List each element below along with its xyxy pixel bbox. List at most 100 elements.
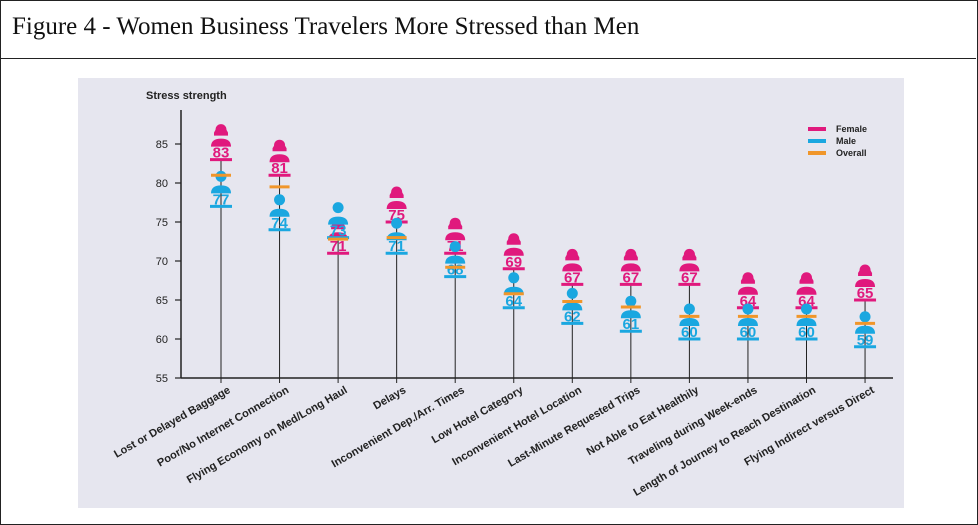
male-head bbox=[683, 303, 695, 315]
male-head bbox=[625, 295, 637, 307]
male-head bbox=[274, 194, 286, 206]
male-head bbox=[391, 217, 403, 229]
female-value-label: 81 bbox=[271, 160, 288, 177]
male-value-label: 60 bbox=[740, 324, 757, 341]
female-value-label: 71 bbox=[330, 238, 347, 255]
female-hair bbox=[799, 273, 814, 284]
female-hair bbox=[858, 266, 873, 276]
legend-swatch bbox=[808, 151, 826, 155]
legend-label: Male bbox=[836, 136, 856, 146]
y-axis: 55 60 65 70 75 80 85 bbox=[156, 110, 182, 385]
male-person-icon bbox=[445, 241, 466, 264]
female-person-icon bbox=[855, 264, 876, 287]
male-value-label: 62 bbox=[564, 308, 581, 325]
female-value-label: 65 bbox=[857, 285, 874, 302]
female-person-icon bbox=[269, 139, 290, 163]
male-person-icon bbox=[737, 303, 758, 326]
female-hair bbox=[506, 234, 521, 245]
female-body bbox=[620, 263, 641, 272]
female-value-label: 67 bbox=[623, 269, 640, 286]
female-body bbox=[269, 154, 290, 163]
y-tick-label: 60 bbox=[156, 334, 168, 346]
female-value-label: 67 bbox=[681, 269, 698, 286]
female-person-icon bbox=[562, 248, 583, 272]
female-hair bbox=[565, 250, 580, 261]
legend-swatch bbox=[808, 127, 826, 131]
male-value-label: 74 bbox=[271, 215, 288, 232]
female-body bbox=[386, 201, 407, 209]
male-body bbox=[737, 318, 758, 326]
female-person-icon bbox=[445, 217, 466, 241]
caption-bar: Figure 4 - Women Business Travelers More… bbox=[0, 0, 976, 59]
female-body bbox=[737, 286, 758, 295]
male-person-icon bbox=[620, 295, 641, 319]
male-person-icon bbox=[562, 287, 583, 311]
female-body bbox=[855, 279, 876, 287]
female-hair bbox=[740, 273, 755, 284]
legend-label: Overall bbox=[836, 148, 867, 158]
male-person-icon bbox=[328, 202, 349, 225]
y-tick-label: 70 bbox=[156, 256, 168, 268]
male-value-label: 77 bbox=[213, 191, 230, 208]
male-person-icon bbox=[796, 303, 817, 326]
male-value-label: 60 bbox=[681, 324, 698, 341]
category-label: Delays bbox=[371, 384, 408, 412]
male-body bbox=[445, 255, 466, 264]
female-value-label: 67 bbox=[564, 269, 581, 286]
legend-swatch bbox=[808, 139, 826, 143]
male-person-icon bbox=[679, 303, 700, 326]
female-person-icon bbox=[620, 248, 641, 272]
female-body bbox=[562, 263, 583, 272]
male-value-label: 59 bbox=[857, 332, 874, 349]
male-body bbox=[211, 185, 231, 194]
legend-label: Female bbox=[836, 124, 867, 134]
y-tick-label: 80 bbox=[156, 178, 168, 190]
female-person-icon bbox=[211, 124, 231, 147]
male-body bbox=[620, 310, 641, 319]
female-person-icon bbox=[737, 272, 758, 295]
y-axis-label: Stress strength bbox=[146, 90, 227, 102]
male-body bbox=[269, 208, 290, 217]
female-body bbox=[796, 286, 817, 295]
female-person-icon bbox=[679, 248, 700, 272]
male-value-label: 71 bbox=[388, 238, 405, 255]
female-hair bbox=[272, 141, 287, 152]
y-tick-label: 75 bbox=[156, 217, 168, 229]
male-body bbox=[855, 325, 876, 334]
plot-panel bbox=[78, 78, 904, 508]
female-hair bbox=[389, 188, 404, 198]
female-body bbox=[211, 138, 231, 147]
female-hair bbox=[682, 250, 697, 261]
y-tick-label: 55 bbox=[156, 373, 168, 385]
male-head bbox=[449, 241, 461, 253]
female-hair bbox=[214, 125, 228, 136]
legend: Female Male Overall bbox=[808, 124, 867, 158]
female-value-label: 83 bbox=[213, 145, 230, 162]
y-tick-label: 65 bbox=[156, 295, 168, 307]
female-person-icon bbox=[796, 272, 817, 295]
male-value-label: 73 bbox=[330, 223, 347, 240]
male-person-icon bbox=[855, 311, 876, 334]
male-head bbox=[742, 303, 754, 315]
male-body bbox=[796, 318, 817, 326]
male-head bbox=[332, 202, 344, 214]
male-body bbox=[328, 216, 349, 225]
male-body bbox=[679, 318, 700, 326]
male-value-label: 61 bbox=[623, 316, 640, 333]
female-value-label: 69 bbox=[505, 254, 522, 271]
female-body bbox=[503, 247, 524, 256]
female-person-icon bbox=[386, 186, 407, 209]
male-value-label: 60 bbox=[798, 324, 815, 341]
male-head bbox=[566, 287, 578, 299]
data-marks: 8377817471737571716869646762676167606460… bbox=[210, 124, 877, 378]
male-head bbox=[859, 311, 871, 323]
female-body bbox=[445, 232, 466, 241]
male-value-label: 64 bbox=[505, 293, 522, 310]
figure-caption: Figure 4 - Women Business Travelers More… bbox=[12, 13, 640, 40]
y-tick-label: 85 bbox=[156, 139, 168, 151]
male-head bbox=[508, 272, 520, 284]
female-person-icon bbox=[503, 233, 524, 256]
male-person-icon bbox=[269, 194, 290, 217]
